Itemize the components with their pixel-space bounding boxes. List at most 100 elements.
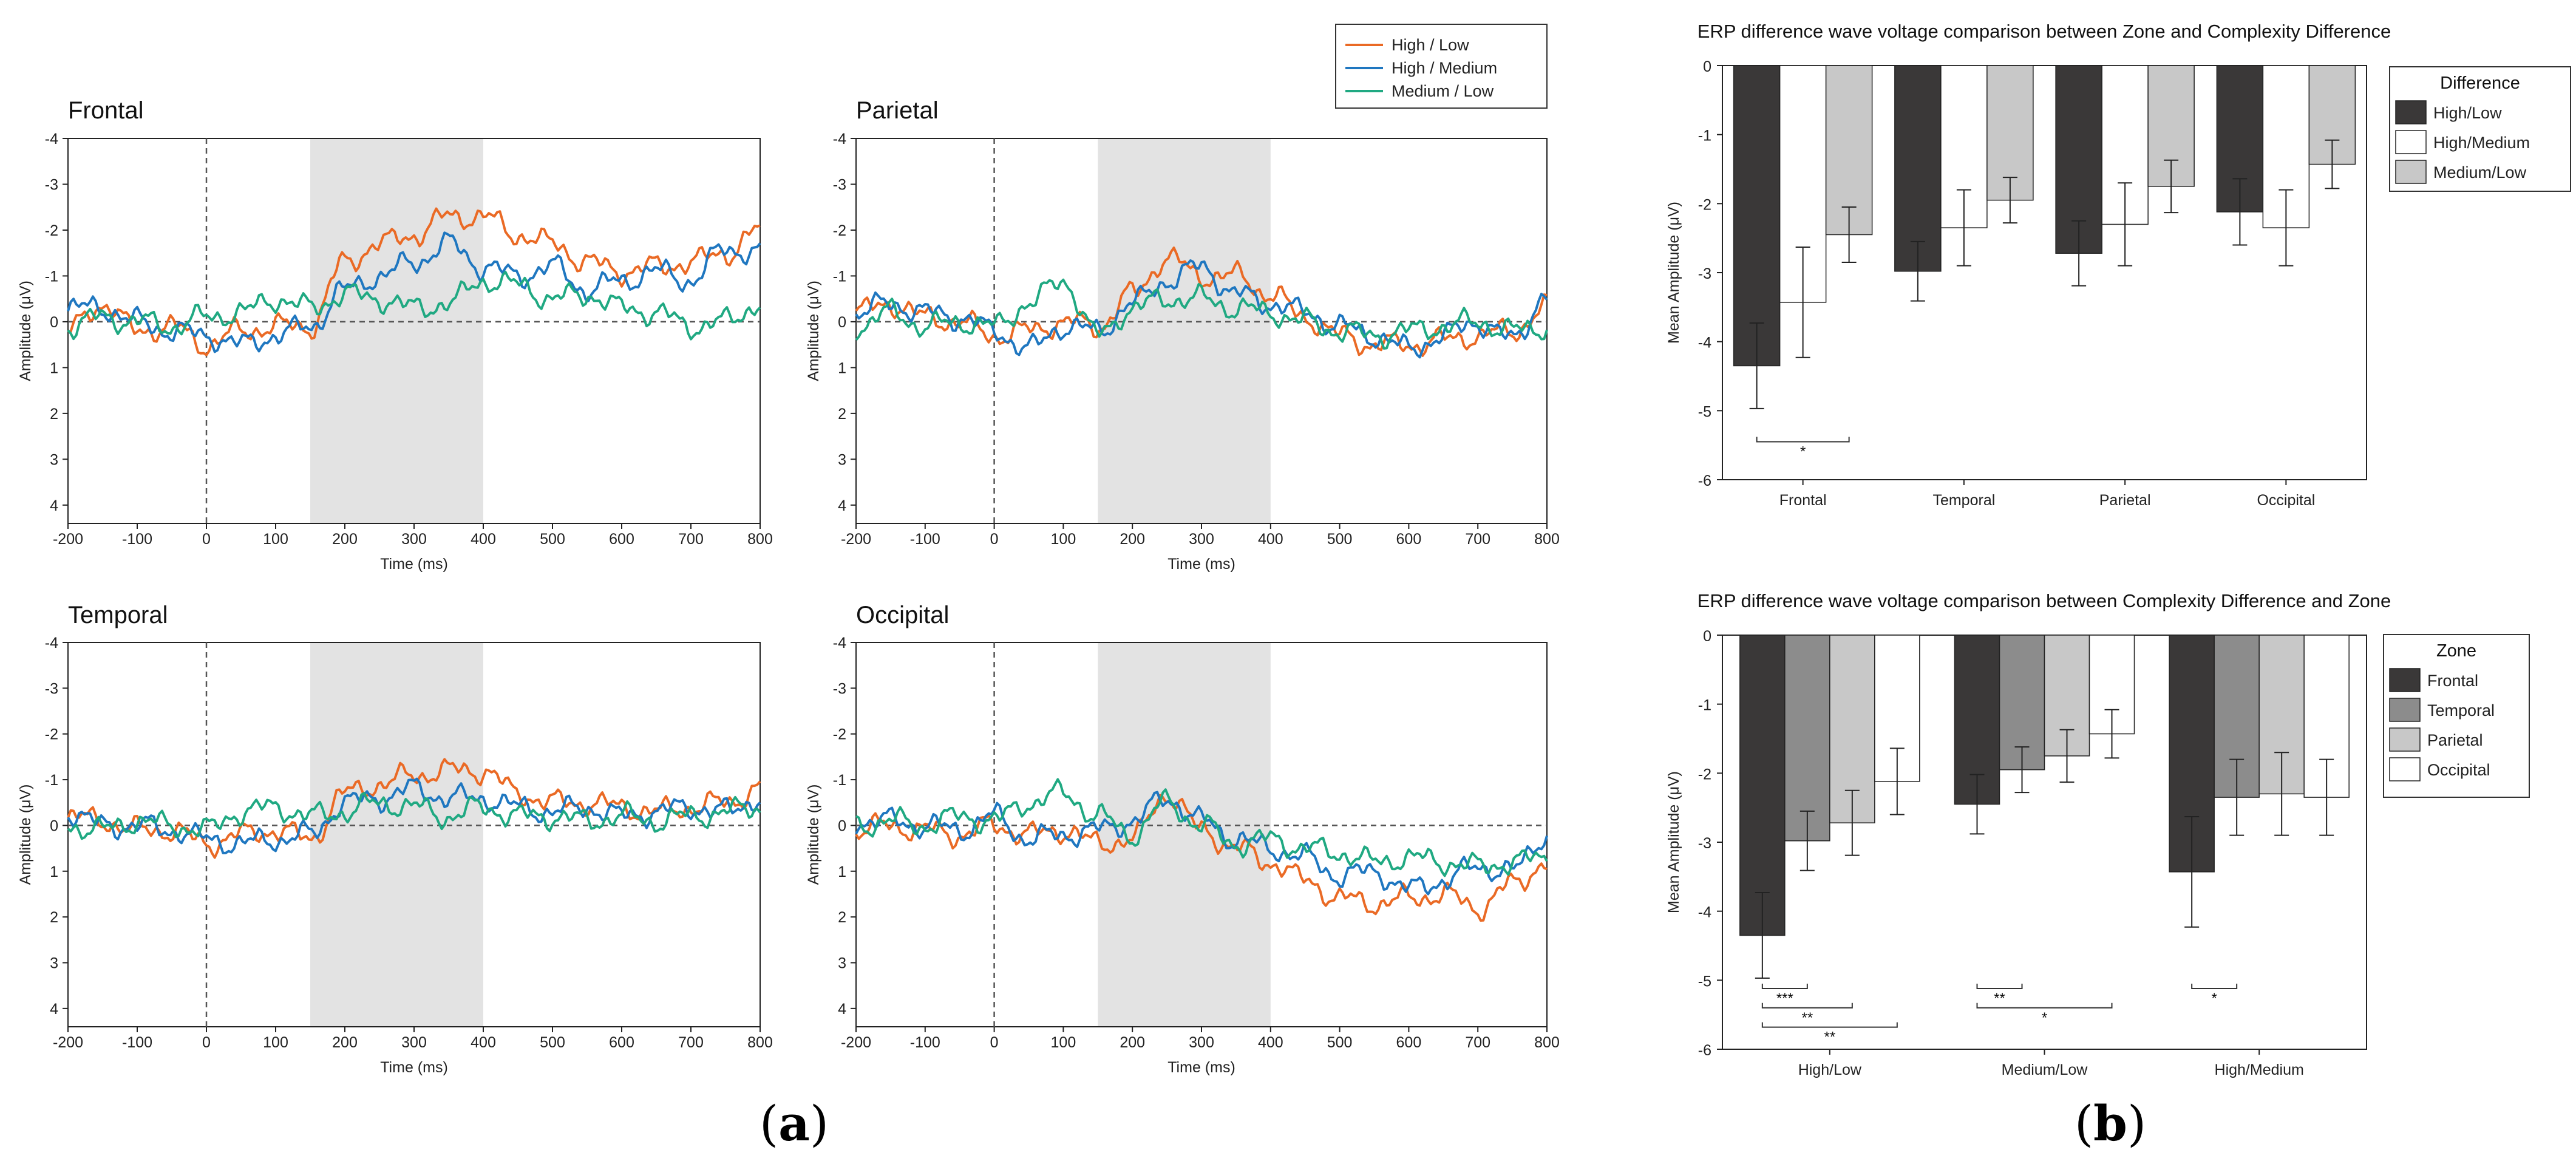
- x-tick-label: -200: [53, 531, 83, 548]
- y-tick-label: 2: [838, 909, 846, 926]
- x-tick-label: 300: [401, 1034, 427, 1051]
- legend-swatch-1: [2389, 698, 2421, 722]
- significance-bracket: [1976, 983, 2023, 989]
- x-tick-label: -100: [910, 1034, 940, 1051]
- x-tick-label: -100: [122, 1034, 152, 1051]
- y-tick-label: -4: [1698, 335, 1711, 352]
- legend-label: Occipital: [2427, 761, 2490, 779]
- legend-label: Parietal: [2427, 731, 2483, 749]
- y-tick-label: 0: [50, 817, 58, 834]
- significance-bracket: [1976, 1002, 2113, 1009]
- y-tick-label: -5: [1698, 403, 1711, 420]
- x-tick-label: 0: [202, 531, 211, 548]
- y-axis-label: Amplitude (μV): [17, 785, 34, 885]
- y-tick-label: -1: [833, 268, 846, 285]
- y-tick-label: -2: [833, 222, 846, 239]
- legend-label: Medium / Low: [1392, 82, 1494, 100]
- series-line-medium-low: [855, 778, 1548, 877]
- y-tick-label: 4: [838, 497, 846, 514]
- x-tick-label: 300: [401, 531, 427, 548]
- y-tick-label: -5: [1698, 973, 1711, 990]
- x-tick-label: 700: [678, 1034, 704, 1051]
- y-tick-label: -3: [833, 680, 846, 697]
- y-tick-label: 0: [1703, 628, 1711, 645]
- y-tick-label: 0: [50, 314, 58, 331]
- y-tick-label: 1: [838, 359, 846, 376]
- x-tick-label: 800: [1534, 531, 1560, 548]
- x-tick-label: 0: [202, 1034, 211, 1051]
- x-tick-label: 200: [332, 1034, 358, 1051]
- series-line-medium-low: [67, 792, 761, 840]
- x-tick-label: 200: [1120, 531, 1145, 548]
- analysis-window: [1098, 138, 1271, 523]
- y-tick-label: -3: [1698, 265, 1711, 282]
- x-tick-label: 700: [1465, 531, 1490, 548]
- y-tick-label: 3: [50, 955, 58, 972]
- line-chart-frontal: -200 -100 0 100 200 300 400 500 600 700 800 -4 -3 -2 -…: [17, 97, 773, 573]
- y-tick-label: 0: [1703, 58, 1711, 75]
- chart-title: ERP difference wave voltage comparison b…: [1698, 21, 2391, 42]
- legend-swatch-2: [2389, 727, 2421, 752]
- y-tick-label: 1: [50, 359, 58, 376]
- significance-label: *: [2211, 990, 2217, 1007]
- legend-label: High / Low: [1392, 36, 1469, 54]
- significance-bracket: [1761, 983, 1808, 989]
- y-tick-label: 0: [838, 817, 846, 834]
- category-label: Frontal: [1779, 492, 1827, 509]
- y-tick-label: -2: [45, 726, 58, 743]
- series-line-medium-low: [855, 278, 1548, 350]
- panel-label-a: (a): [760, 1095, 829, 1152]
- significance-label: ***: [1776, 990, 1793, 1007]
- legend-title: Zone: [2436, 641, 2476, 661]
- bar-frontal: [1739, 635, 1786, 936]
- panel-label-b: (b): [2075, 1095, 2146, 1152]
- bar-occipital: [1874, 635, 1920, 782]
- y-tick-label: -3: [45, 680, 58, 697]
- y-axis-label: Mean Amplitude (μV): [1665, 202, 1682, 344]
- y-tick-label: 1: [50, 863, 58, 880]
- y-tick-label: 1: [838, 863, 846, 880]
- y-tick-label: 0: [838, 314, 846, 331]
- x-tick-label: 700: [1465, 1034, 1490, 1051]
- erp-line-legend: High / Low High / Medium Medium / Low: [1335, 24, 1548, 109]
- y-tick-label: -4: [45, 131, 58, 148]
- significance-label: **: [1824, 1029, 1835, 1046]
- erp-line-plots: -200 -100 0 100 200 300 400 500 600 700 800-4-3-2-…: [17, 97, 1560, 1076]
- bar-high-low: [1733, 65, 1781, 367]
- y-axis-label: Mean Amplitude (μV): [1665, 771, 1682, 913]
- y-tick-label: -4: [45, 635, 58, 652]
- y-axis-label: Amplitude (μV): [805, 785, 822, 885]
- panel-title: Temporal: [68, 602, 168, 628]
- series-line-high-medium: [855, 791, 1548, 896]
- bar-temporal: [1784, 635, 1830, 842]
- chart-title: ERP difference wave voltage comparison b…: [1698, 590, 2391, 611]
- y-tick-label: -1: [833, 772, 846, 789]
- legend-label: Medium/Low: [2433, 163, 2527, 182]
- y-tick-label: 3: [50, 451, 58, 468]
- significance-label: **: [1801, 1010, 1813, 1026]
- series-line-medium-low: [67, 270, 761, 341]
- significance-bracket: [1756, 437, 1850, 443]
- x-tick-label: 400: [471, 531, 496, 548]
- x-tick-label: 500: [1327, 531, 1353, 548]
- x-tick-label: 200: [1120, 1034, 1145, 1051]
- panel-title: Parietal: [856, 97, 939, 124]
- y-tick-label: -2: [833, 726, 846, 743]
- legend-swatch-1: [2395, 130, 2427, 154]
- y-tick-label: -6: [1698, 1042, 1711, 1059]
- line-chart-parietal: -200 -100 0 100 200 300 400 500 600 700 800 -4 -3 -2 -…: [805, 97, 1560, 573]
- category-label: High/Medium: [2215, 1061, 2304, 1078]
- y-tick-label: -2: [1698, 196, 1711, 213]
- y-tick-label: 4: [50, 497, 58, 514]
- line-chart-temporal: -200 -100 0 100 200 300 400 500 600 700 800 -4 -3 -2 -…: [17, 602, 773, 1076]
- x-tick-label: 800: [1534, 1034, 1560, 1051]
- x-tick-label: 600: [1396, 1034, 1422, 1051]
- y-tick-label: -4: [833, 635, 846, 652]
- legend-label: High/Medium: [2433, 134, 2530, 152]
- line-chart-occipital: -200 -100 0 100 200 300 400 500 600 700 800 -4 -3 -2 -…: [805, 602, 1560, 1076]
- x-axis-label: Time (ms): [1167, 1059, 1235, 1076]
- erp-bar-charts: ERP difference wave voltage comparison b…: [1665, 21, 2571, 1078]
- y-tick-label: 3: [838, 451, 846, 468]
- y-tick-label: 2: [50, 909, 58, 926]
